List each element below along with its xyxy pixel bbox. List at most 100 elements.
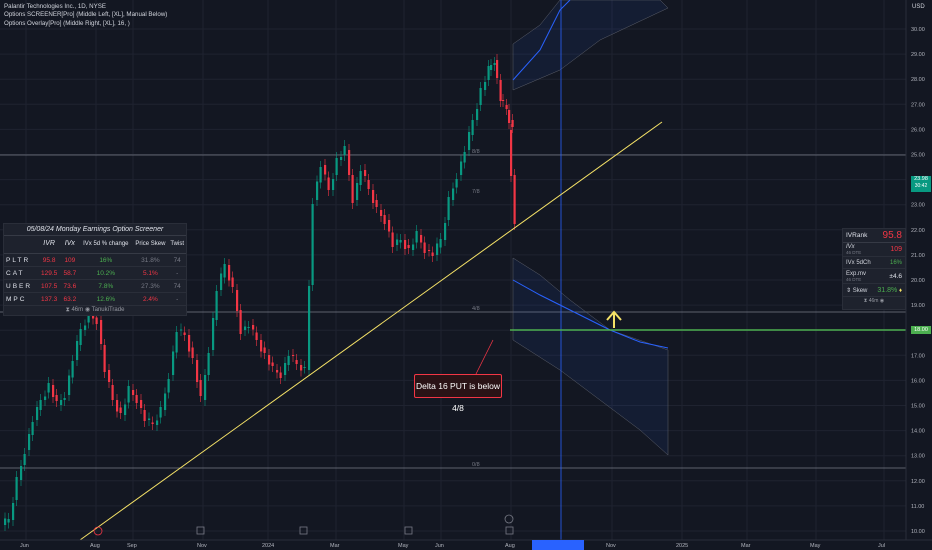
- candle-body: [68, 375, 71, 395]
- price-tick-label: 15.00: [911, 404, 925, 410]
- callout-pointer: [474, 339, 494, 377]
- candle-body: [505, 105, 508, 109]
- candle-body: [308, 286, 311, 370]
- candle-body: [175, 332, 178, 353]
- price-tick-label: 21.00: [911, 253, 925, 259]
- candle-body: [172, 351, 175, 375]
- clock-icon: ⧗: [863, 298, 868, 304]
- candle-body: [100, 320, 103, 344]
- candle-body: [436, 243, 439, 255]
- legend-indicator-screener[interactable]: Options SCREENER[Pro] (Middle Left, [XL]…: [4, 11, 168, 19]
- candle-body: [460, 161, 463, 175]
- candle-body: [84, 325, 87, 330]
- earnings-marker-icon: [196, 526, 205, 535]
- tanuki-logo-icon: ◉: [84, 307, 91, 313]
- legend-indicator-overlay[interactable]: Options Overlay[Pro] (Middle Right, [XL]…: [4, 19, 130, 27]
- candle-body: [375, 200, 378, 207]
- candle-body: [423, 242, 426, 253]
- time-tick-label: Nov: [606, 543, 616, 549]
- candle-body: [36, 407, 39, 420]
- price-tick-label: 27.00: [911, 102, 925, 108]
- legend-title[interactable]: Palantir Technologies Inc., 1D, NYSE: [4, 3, 107, 10]
- candle-body: [132, 390, 135, 395]
- candle-body: [151, 422, 154, 424]
- candle-body: [383, 215, 386, 224]
- dividend-marker-icon: [504, 514, 514, 524]
- candle-body: [359, 171, 362, 185]
- candle-body: [439, 239, 442, 248]
- time-tick-label: May: [810, 543, 821, 549]
- candle-body: [335, 158, 338, 175]
- skew-value: 31.8%: [877, 286, 898, 294]
- price-tick-label: 14.00: [911, 429, 925, 435]
- candle-body: [204, 375, 207, 400]
- candle-body: [484, 82, 487, 90]
- price-tick-label: 11.00: [911, 504, 924, 510]
- candle-body: [391, 232, 394, 247]
- candle-body: [279, 372, 282, 378]
- candle-body: [511, 120, 514, 127]
- price-tick-label: 16.00: [911, 378, 925, 384]
- candle-body: [499, 80, 502, 101]
- candle-body: [471, 120, 474, 135]
- table-row: MPC 137.3 63.2 12.6% 2.4% -: [4, 292, 186, 306]
- candle-body: [455, 179, 458, 188]
- earnings-marker-icon: [93, 526, 103, 536]
- candle-body: [287, 356, 290, 365]
- forecast-cone-upper: [512, 0, 669, 91]
- candle-body: [487, 66, 490, 80]
- price-tick-label: 17.00: [911, 353, 925, 359]
- gann-label-7-8: 7/8: [472, 189, 480, 195]
- candle-body: [180, 329, 183, 331]
- candle-body: [247, 327, 250, 328]
- candle-body: [428, 250, 431, 251]
- candle-body: [7, 519, 10, 523]
- candle-body: [303, 367, 306, 368]
- candle-body: [231, 277, 234, 287]
- candle-body: [63, 398, 66, 400]
- col-ivr: IVR: [37, 236, 61, 254]
- candle-body: [156, 420, 159, 425]
- tanuki-logo-icon: ◉: [879, 298, 885, 304]
- candle-body: [447, 197, 450, 220]
- candle-body: [111, 385, 114, 400]
- candle-body: [79, 329, 82, 345]
- chart-legend: Palantir Technologies Inc., 1D, NYSE Opt…: [4, 3, 167, 28]
- candle-body: [196, 360, 199, 382]
- ivr-value: 95.8: [882, 230, 902, 241]
- candle-body: [502, 100, 505, 101]
- annotation-callout[interactable]: Delta 16 PUT is below 4/8: [414, 374, 502, 413]
- candle-body: [31, 422, 34, 435]
- candle-body: [399, 240, 402, 243]
- screener-footer: ⧗ 46m ◉ TanukiTrade: [65, 307, 125, 313]
- candle-body: [367, 180, 370, 189]
- table-row: UBER 107.5 73.6 7.8% 27.3% 74: [4, 279, 186, 293]
- candle-body: [407, 245, 410, 248]
- price-tick-label: 12.00: [911, 479, 925, 485]
- earnings-markers: [93, 514, 514, 536]
- col-ivx-change: IVx 5d % change: [79, 236, 133, 254]
- candle-body: [127, 386, 130, 403]
- earnings-marker-icon: [404, 526, 413, 535]
- candle-body: [332, 179, 335, 190]
- candle-body: [215, 291, 218, 320]
- price-tick-label: 20.00: [911, 278, 925, 284]
- candle-body: [444, 223, 447, 240]
- price-tick-label: 10.00: [911, 529, 925, 535]
- time-tick-label: Sep: [127, 543, 137, 549]
- candle-body: [496, 60, 499, 78]
- time-tick-label: Jun: [20, 543, 29, 549]
- gann-label-0-8: 0/8: [472, 462, 480, 468]
- candle-body: [327, 177, 330, 190]
- candle-body: [508, 110, 511, 123]
- table-row: PLTR 95.8 109 16% 31.8% 74: [4, 253, 186, 267]
- candle-body: [244, 326, 247, 330]
- ivr-panel-title: IVRank: [846, 232, 868, 239]
- candle-body: [404, 240, 407, 249]
- candle-body: [271, 362, 274, 366]
- earnings-marker-icon: [299, 526, 308, 535]
- ivr-panel: IVRank 95.8 IVx 46 DTE 109 IVx 5dCh 16% E…: [842, 228, 906, 310]
- candle-body: [268, 355, 271, 365]
- candle-body: [490, 65, 493, 70]
- candle-body: [47, 383, 50, 393]
